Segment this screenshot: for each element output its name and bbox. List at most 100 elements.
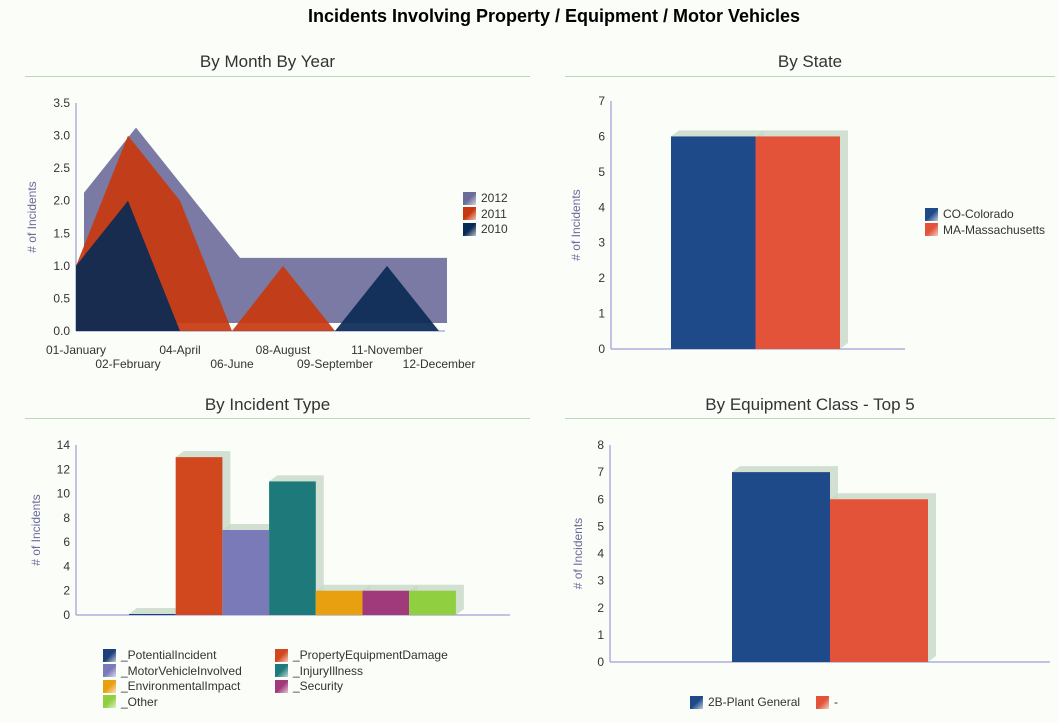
month-x-tick: 11-November — [351, 343, 423, 357]
state-legend-item[interactable]: CO-Colorado — [925, 207, 1014, 221]
legend-swatch — [925, 223, 938, 236]
type-y-tick: 8 — [63, 511, 70, 525]
month-y-tick: 3.5 — [53, 96, 70, 110]
legend-swatch — [103, 664, 116, 677]
legend-swatch — [690, 695, 703, 709]
legend-label: _PotentialIncident — [121, 648, 217, 662]
month-y-tick: 1.0 — [53, 259, 70, 273]
equipment-legend-item[interactable]: - — [816, 695, 838, 709]
type-y-tick: 2 — [63, 584, 70, 598]
legend-label: 2B-Plant General — [708, 695, 801, 709]
type-legend-item[interactable]: _InjuryIllness — [275, 664, 363, 678]
type-legend-item[interactable]: _Other — [103, 695, 158, 709]
type-y-tick: 4 — [63, 559, 70, 573]
legend-swatch — [103, 648, 116, 662]
month-x-tick: 08-August — [256, 343, 311, 357]
divider — [25, 76, 530, 77]
legend-label: _MotorVehicleInvolved — [121, 663, 242, 678]
state-y-tick: 2 — [598, 271, 605, 285]
month-y-tick: 0.5 — [53, 291, 70, 305]
legend-label: _PropertyEquipmentDamage — [293, 648, 448, 662]
month-y-tick: 2.5 — [53, 161, 70, 175]
divider — [25, 418, 530, 419]
equipment-y-tick: 3 — [597, 574, 604, 588]
state-bar — [755, 136, 840, 349]
type-y-tick: 0 — [63, 608, 70, 622]
legend-swatch — [275, 648, 288, 662]
legend-label: MA-Massachusetts — [943, 222, 1046, 237]
month-x-tick: 01-January — [46, 343, 106, 357]
equipment-y-tick: 6 — [597, 492, 604, 506]
type-y-tick: 14 — [57, 438, 71, 452]
state-y-tick: 1 — [598, 307, 605, 321]
state-y-label: # of Incidents — [569, 189, 583, 260]
legend-label: - — [834, 695, 838, 709]
report-title: Incidents Involving Property / Equipment… — [307, 6, 801, 26]
type-bar — [409, 590, 456, 615]
type-bar-3d — [129, 608, 184, 615]
month-legend-item[interactable]: 2011 — [463, 207, 507, 221]
type-legend-item[interactable]: _EnvironmentalImpact — [103, 679, 240, 693]
month-legend-item[interactable]: 2012 — [463, 191, 508, 205]
legend-swatch — [816, 695, 829, 709]
equipment-bar — [732, 472, 830, 662]
state-y-tick: 3 — [598, 236, 605, 250]
type-legend-item[interactable]: _PropertyEquipmentDamage — [275, 648, 448, 662]
legend-swatch — [925, 207, 938, 221]
legend-label: _Other — [121, 694, 158, 709]
legend-label: _Security — [293, 679, 344, 693]
equipment-y-label: # of Incidents — [571, 518, 585, 589]
legend-label: CO-Colorado — [943, 207, 1014, 221]
equipment-y-tick: 2 — [597, 601, 604, 615]
month-x-tick: 02-February — [95, 357, 160, 371]
type-y-tick: 6 — [63, 535, 70, 549]
month-x-tick: 04-April — [159, 343, 200, 357]
type-bar — [362, 590, 410, 615]
legend-swatch — [103, 679, 116, 693]
type-y-label: # of Incidents — [29, 494, 43, 565]
series-area-2011 — [76, 135, 439, 331]
month-x-tick: 09-September — [297, 357, 373, 371]
type-legend-item[interactable]: _PotentialIncident — [103, 648, 216, 662]
legend-swatch — [463, 207, 476, 220]
equipment-legend-item[interactable]: 2B-Plant General — [690, 695, 800, 709]
state-y-tick: 0 — [598, 342, 605, 356]
month-legend-item[interactable]: 2010 — [463, 222, 508, 236]
type-y-tick: 10 — [57, 487, 71, 501]
month-y-tick: 2.0 — [53, 194, 70, 208]
equipment-y-tick: 1 — [597, 628, 604, 642]
legend-label: 2010 — [481, 222, 508, 236]
type-chart-title: By Incident Type — [204, 395, 331, 414]
legend-swatch — [463, 222, 476, 236]
equipment-y-tick: 7 — [597, 465, 604, 479]
legend-label: _InjuryIllness — [293, 663, 364, 678]
month-y-tick: 1.5 — [53, 226, 70, 240]
type-bar — [175, 457, 223, 615]
legend-swatch — [103, 695, 116, 708]
month-x-tick: 12-December — [403, 357, 476, 371]
series-area-2010 — [76, 200, 439, 331]
type-legend-item[interactable]: _Security — [275, 679, 343, 693]
month-chart-title: By Month By Year — [199, 52, 336, 71]
type-y-tick: 12 — [57, 462, 71, 476]
type-bar — [222, 530, 270, 615]
equipment-y-tick: 5 — [597, 519, 604, 533]
equipment-chart-title: By Equipment Class - Top 5 — [705, 395, 915, 414]
state-y-tick: 7 — [598, 94, 605, 108]
type-bar — [269, 481, 316, 615]
type-bar — [315, 590, 363, 615]
divider — [565, 418, 1055, 419]
state-y-tick: 5 — [598, 165, 605, 179]
state-legend-item[interactable]: MA-Massachusetts — [925, 223, 1045, 237]
month-y-label: # of Incidents — [25, 181, 39, 252]
month-y-tick: 3.0 — [53, 129, 70, 143]
type-legend-item[interactable]: _MotorVehicleInvolved — [103, 664, 242, 678]
equipment-y-tick: 8 — [597, 438, 604, 452]
legend-swatch — [275, 679, 288, 693]
legend-label: 2011 — [481, 206, 507, 221]
legend-label: _EnvironmentalImpact — [121, 679, 241, 693]
state-y-tick: 4 — [598, 200, 605, 214]
state-bar — [671, 136, 756, 349]
equipment-bar — [830, 499, 928, 662]
month-x-tick: 06-June — [210, 357, 254, 371]
